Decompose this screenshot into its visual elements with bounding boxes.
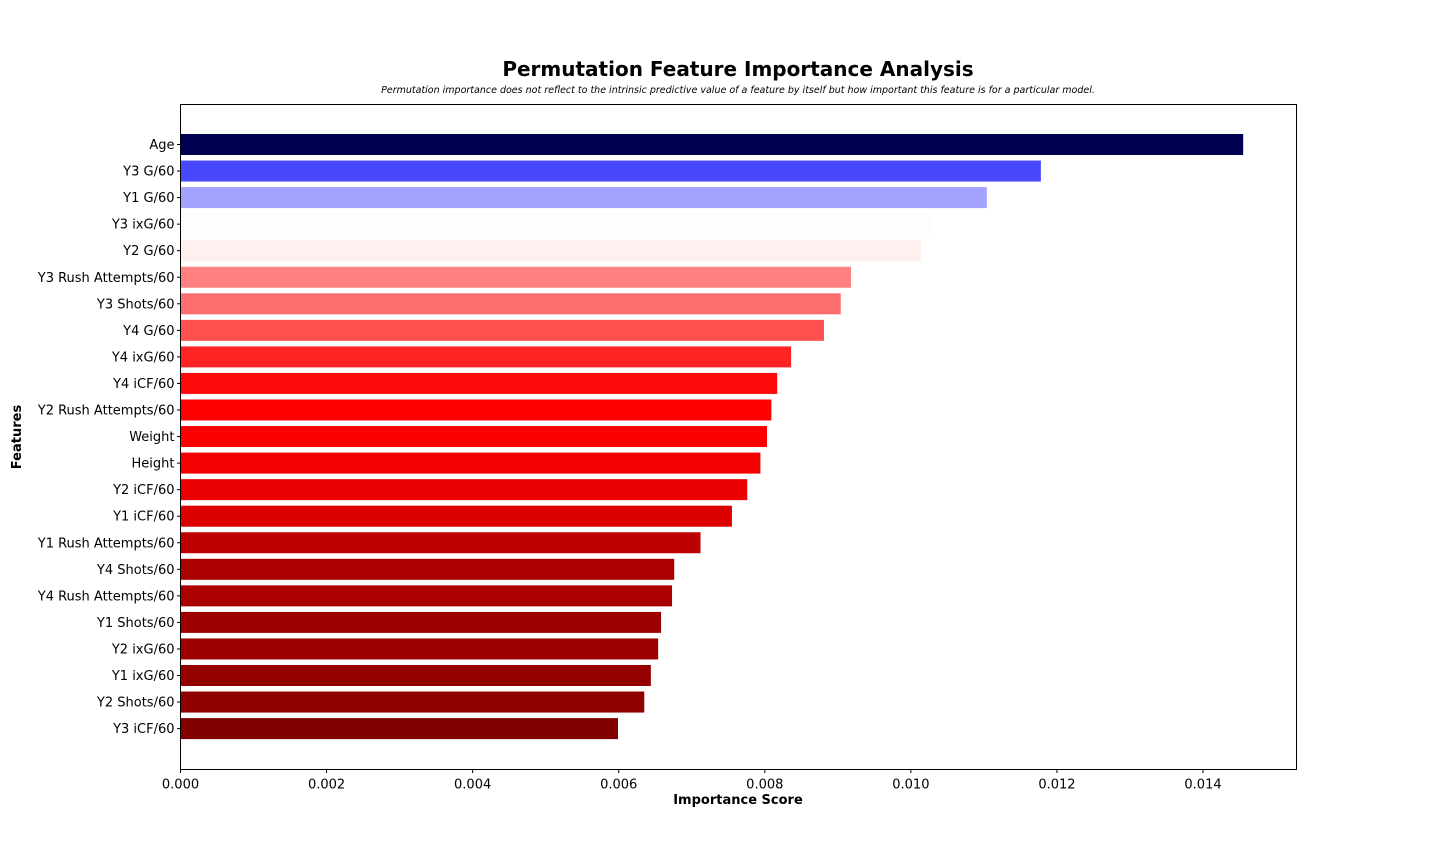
bar	[180, 505, 732, 527]
chart-title: Permutation Feature Importance Analysis	[502, 57, 973, 81]
x-axis-ticks: 0.000 0.002 0.004 0.006 0.008 0.010 0.012 0.014	[162, 769, 1222, 793]
bar	[180, 187, 987, 209]
bar	[180, 372, 778, 394]
y-tick-label: Y4 Rush Attempts/60	[37, 589, 175, 604]
bar	[180, 240, 922, 262]
bar	[180, 691, 645, 713]
y-tick-label: Y3 ixG/60	[111, 218, 175, 233]
y-tick-label: Y2 G/60	[122, 244, 174, 259]
bar	[180, 585, 673, 607]
y-tick-label: Y4 iCF/60	[112, 377, 174, 392]
y-tick-label: Y4 Shots/60	[96, 563, 175, 578]
y-tick-label: Y3 iCF/60	[112, 722, 174, 737]
y-tick-label: Y2 Shots/60	[96, 696, 175, 711]
x-tick-label: 0.010	[892, 778, 929, 793]
y-tick-label: Y3 Shots/60	[96, 297, 175, 312]
bar	[180, 479, 748, 501]
bar	[180, 532, 701, 554]
y-axis-label: Features	[10, 405, 25, 470]
bar	[180, 293, 841, 315]
y-tick-label: Height	[132, 457, 175, 472]
y-tick-label: Y3 Rush Attempts/60	[37, 271, 175, 286]
y-tick-label: Y2 Rush Attempts/60	[37, 404, 175, 419]
x-tick-label: 0.002	[308, 778, 345, 793]
x-tick-label: 0.006	[600, 778, 637, 793]
x-tick-label: 0.012	[1038, 778, 1075, 793]
bar	[180, 134, 1244, 155]
chart-subtitle: Permutation importance does not reflect …	[381, 85, 1095, 96]
y-tick-label: Y4 G/60	[122, 324, 174, 339]
y-axis-ticks: Age Y3 G/60 Y1 G/60 Y3 ixG/60 Y2 G/60 Y3 Rush…	[37, 138, 181, 737]
y-tick-label: Y1 iCF/60	[112, 510, 174, 525]
bar	[180, 611, 662, 633]
x-tick-label: 0.008	[746, 778, 783, 793]
bar	[180, 213, 933, 235]
x-tick-label: 0.014	[1184, 778, 1221, 793]
bar	[180, 426, 767, 448]
x-tick-label: 0.000	[162, 778, 199, 793]
bar	[180, 346, 792, 368]
bar	[180, 718, 618, 740]
y-tick-label: Y2 iCF/60	[112, 483, 174, 498]
bar	[180, 638, 659, 660]
bar	[180, 399, 772, 421]
y-tick-label: Y4 ixG/60	[111, 350, 175, 365]
x-tick-label: 0.004	[454, 778, 491, 793]
bar	[180, 452, 761, 474]
bar	[180, 160, 1041, 182]
y-tick-label: Y2 ixG/60	[111, 642, 175, 657]
y-tick-label: Weight	[129, 430, 174, 445]
y-tick-label: Age	[149, 138, 174, 153]
y-tick-label: Y1 Rush Attempts/60	[37, 536, 175, 551]
y-tick-label: Y1 Shots/60	[96, 616, 175, 631]
bar	[180, 319, 824, 341]
y-tick-label: Y3 G/60	[122, 165, 174, 180]
y-tick-label: Y1 ixG/60	[111, 669, 175, 684]
bar	[180, 558, 675, 580]
bar	[180, 665, 651, 686]
bar	[180, 266, 851, 288]
x-axis-label: Importance Score	[673, 793, 803, 808]
y-tick-label: Y1 G/60	[122, 191, 174, 206]
bar-group	[180, 134, 1244, 740]
